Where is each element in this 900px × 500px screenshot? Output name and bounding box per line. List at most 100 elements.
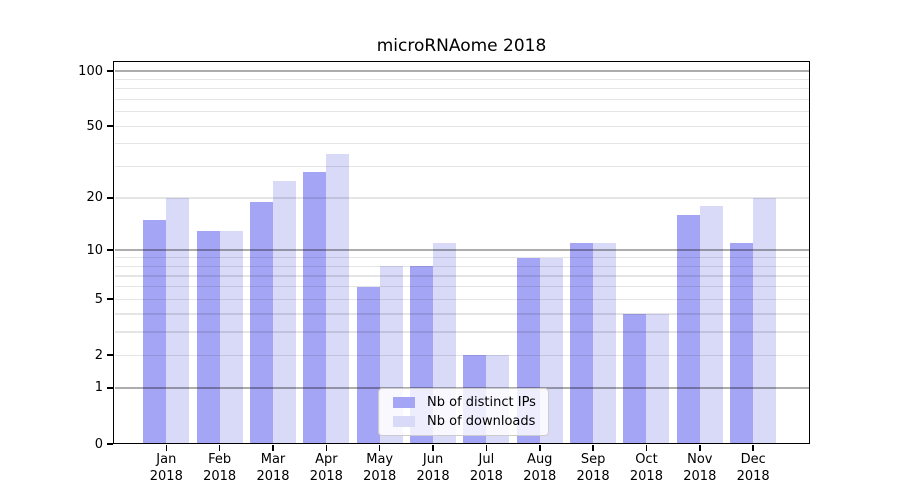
x-tick-month: Oct bbox=[635, 452, 658, 467]
bar-downloads-apr bbox=[326, 154, 350, 443]
x-tick-year: 2018 bbox=[256, 468, 290, 484]
x-tick-label-jun: Jun 2018 bbox=[401, 452, 465, 485]
gridline-minor bbox=[115, 286, 809, 288]
bar-downloads-jan bbox=[166, 197, 190, 443]
gridline-minor bbox=[115, 298, 809, 300]
x-tick bbox=[752, 444, 754, 451]
x-tick-label-oct: Oct 2018 bbox=[614, 452, 678, 485]
y-tick-label: 5 bbox=[94, 291, 103, 307]
x-tick-month: Apr bbox=[315, 452, 338, 467]
bar-ips-dec bbox=[730, 243, 754, 443]
y-tick-label: 2 bbox=[94, 347, 103, 363]
x-tick-label-aug: Aug 2018 bbox=[508, 452, 572, 485]
x-tick bbox=[538, 444, 541, 451]
x-tick-year: 2018 bbox=[736, 468, 770, 484]
x-tick-label-jan: Jan 2018 bbox=[134, 452, 198, 485]
x-tick-month: Jul bbox=[478, 452, 495, 467]
x-tick-year: 2018 bbox=[469, 468, 503, 484]
chart-title: microRNAome 2018 bbox=[376, 36, 547, 56]
gridline-minor bbox=[115, 98, 809, 101]
x-tick-year: 2018 bbox=[576, 468, 610, 484]
gridline-minor bbox=[115, 354, 809, 356]
x-tick bbox=[325, 444, 328, 451]
bar-ips-mar bbox=[250, 201, 273, 443]
x-tick-month: Sep bbox=[580, 452, 606, 467]
y-tick bbox=[106, 197, 113, 199]
y-tick-label: 1 bbox=[94, 380, 103, 396]
x-tick-label-apr: Apr 2018 bbox=[294, 452, 358, 485]
bar-ips-feb bbox=[196, 230, 220, 443]
legend-row: Nb of downloads bbox=[393, 414, 540, 429]
gridline-major bbox=[115, 387, 809, 389]
gridline-minor bbox=[115, 165, 809, 168]
gridline-major bbox=[115, 249, 809, 251]
x-tick-year: 2018 bbox=[523, 468, 557, 484]
x-tick bbox=[378, 444, 381, 451]
y-tick-label: 10 bbox=[86, 242, 103, 258]
x-tick-month: Jun bbox=[422, 452, 444, 467]
x-tick-year: 2018 bbox=[629, 468, 663, 484]
bar-downloads-sep bbox=[593, 243, 617, 443]
legend-label-downloads: Nb of downloads bbox=[427, 413, 536, 429]
y-tick bbox=[106, 354, 113, 356]
x-tick-year: 2018 bbox=[309, 468, 343, 484]
legend: Nb of distinct IPs Nb of downloads bbox=[378, 388, 549, 436]
x-tick-year: 2018 bbox=[363, 468, 397, 484]
gridline-minor bbox=[115, 111, 809, 113]
bar-ips-may bbox=[356, 286, 380, 443]
x-tick-month: May bbox=[366, 452, 394, 467]
y-tick bbox=[106, 125, 113, 128]
x-tick-label-dec: Dec 2018 bbox=[721, 452, 785, 485]
gridline-minor bbox=[115, 125, 809, 127]
x-tick bbox=[645, 444, 648, 451]
bar-downloads-feb bbox=[219, 230, 243, 443]
x-tick-label-jul: Jul 2018 bbox=[454, 452, 518, 485]
x-tick-label-mar: Mar 2018 bbox=[241, 452, 305, 485]
x-tick bbox=[272, 444, 274, 451]
y-tick-label: 50 bbox=[86, 118, 103, 134]
y-tick bbox=[106, 443, 113, 445]
legend-swatch-ips bbox=[393, 397, 415, 409]
gridline-minor bbox=[115, 257, 809, 259]
y-tick bbox=[106, 298, 113, 300]
gridline-minor bbox=[115, 265, 809, 267]
bar-downloads-mar bbox=[273, 180, 296, 443]
x-tick-month: Dec bbox=[740, 452, 766, 467]
bar-downloads-dec bbox=[753, 197, 777, 443]
legend-label-ips: Nb of distinct IPs bbox=[427, 395, 536, 411]
x-tick bbox=[699, 444, 701, 451]
gridline-major bbox=[115, 70, 809, 72]
x-tick-label-sep: Sep 2018 bbox=[561, 452, 625, 485]
x-tick-year: 2018 bbox=[416, 468, 450, 484]
gridline-minor bbox=[115, 275, 809, 277]
gridline-minor bbox=[115, 88, 809, 90]
gridline-minor bbox=[115, 331, 809, 333]
y-tick-label: 100 bbox=[78, 63, 103, 79]
y-tick-label: 0 bbox=[94, 436, 103, 452]
x-tick-label-feb: Feb 2018 bbox=[188, 452, 252, 485]
x-tick-month: Aug bbox=[527, 452, 553, 467]
x-tick bbox=[485, 444, 488, 451]
gridline-minor bbox=[115, 143, 809, 145]
x-tick-label-nov: Nov 2018 bbox=[668, 452, 732, 485]
x-tick bbox=[165, 444, 168, 451]
legend-row: Nb of distinct IPs bbox=[393, 395, 540, 410]
y-tick bbox=[106, 387, 113, 389]
gridline-minor bbox=[115, 197, 809, 199]
x-tick-year: 2018 bbox=[683, 468, 717, 484]
y-tick-label: 20 bbox=[86, 190, 103, 206]
x-tick-month: Feb bbox=[208, 452, 232, 467]
bar-ips-nov bbox=[676, 215, 700, 443]
x-tick-month: Mar bbox=[260, 452, 286, 467]
bar-ips-apr bbox=[303, 171, 327, 443]
x-tick-month: Jan bbox=[156, 452, 177, 467]
y-tick bbox=[106, 249, 113, 251]
x-tick bbox=[592, 444, 594, 451]
bar-ips-sep bbox=[570, 243, 594, 443]
x-tick-label-may: May 2018 bbox=[348, 452, 412, 485]
bar-ips-jan bbox=[143, 219, 167, 443]
bar-ips-oct bbox=[623, 313, 647, 443]
x-tick bbox=[432, 444, 434, 451]
